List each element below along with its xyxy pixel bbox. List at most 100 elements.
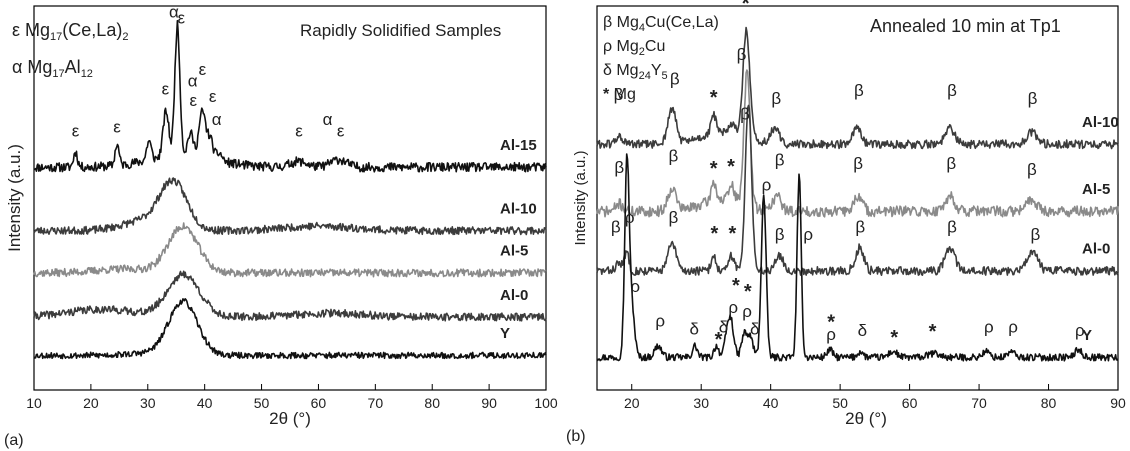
x-tick-label: 60	[902, 395, 918, 411]
peak-label: ε	[113, 118, 121, 137]
peak-label: *	[732, 275, 740, 297]
peak-label: β	[737, 45, 747, 64]
peak-label: *	[710, 158, 718, 180]
peak-label: δ	[719, 317, 728, 336]
series-line-al-10	[596, 26, 1119, 150]
x-tick-label: 30	[693, 395, 709, 411]
series-line-al-15	[33, 19, 547, 173]
x-tick-label: 10	[26, 395, 42, 411]
series-line-al-0	[33, 270, 547, 322]
series-label-al-0: Al-0	[500, 287, 528, 304]
peak-label: ρ	[728, 298, 738, 317]
peak-label: ρ	[826, 325, 836, 344]
peak-label: β	[775, 150, 785, 169]
peak-label: ρ	[1075, 321, 1085, 340]
x-tick-label: 40	[197, 395, 213, 411]
series-line-y	[596, 153, 1119, 362]
legend-beta-entry: β Mg4Cu(Ce,La)	[603, 14, 719, 34]
x-tick-label: 40	[763, 395, 779, 411]
legend-epsilon-entry: ε Mg17(Ce,La)2	[12, 20, 128, 43]
peak-label: *	[742, 0, 750, 15]
peak-label: α	[323, 110, 333, 129]
x-tick-label: 30	[140, 395, 156, 411]
peak-label: β	[1028, 89, 1038, 108]
peak-label: ε	[72, 122, 80, 141]
peak-label: ε	[337, 122, 345, 141]
peak-label: β	[611, 218, 621, 237]
peak-label: β	[669, 147, 679, 166]
x-tick-label: 60	[311, 395, 327, 411]
peak-label: ε	[199, 60, 207, 79]
peak-label: α	[169, 3, 179, 22]
peak-label: β	[947, 218, 957, 237]
panel-a: 10 20 30 40 50 60 70 80 90 100 Al-15 Al-10 Al-5 Al-0…	[4, 3, 558, 449]
series-line-al-0	[596, 104, 1119, 276]
peak-label: ε	[295, 122, 303, 141]
series-label-y: Y	[500, 325, 510, 342]
peak-label: δ	[858, 321, 867, 340]
peak-label: ρ	[655, 312, 665, 331]
peak-label: β	[614, 158, 624, 177]
x-tick-label: 20	[83, 395, 99, 411]
series-line-al-5	[33, 222, 547, 278]
peak-label: β	[771, 89, 781, 108]
panel-a-legend: ε Mg17(Ce,La)2 α Mg17Al12	[12, 20, 128, 80]
panel-a-frame	[33, 5, 547, 391]
x-tick-label: 80	[424, 395, 440, 411]
x-tick-label: 90	[1110, 395, 1126, 411]
series-label-al-15: Al-15	[500, 137, 537, 154]
peak-label: *	[715, 329, 723, 351]
peak-label: *	[744, 281, 752, 303]
peak-label: β	[947, 81, 957, 100]
peak-label: ρ	[742, 302, 752, 321]
x-tick-label: 70	[971, 395, 987, 411]
panel-a-x-ticks: 10 20 30 40 50 60 70 80 90 100	[26, 384, 558, 411]
x-tick-label: 20	[624, 395, 640, 411]
peak-label: *	[729, 223, 737, 245]
panel-a-y-axis-label: Intensity (a.u.)	[5, 144, 24, 252]
x-tick-label: 90	[481, 395, 497, 411]
peak-label: *	[727, 156, 735, 178]
peak-label: *	[890, 327, 898, 349]
peak-label: ρ	[630, 277, 640, 296]
peak-label: ε	[189, 91, 197, 110]
peak-label: *	[710, 87, 718, 109]
peak-label: *	[827, 312, 835, 334]
panel-b-label: (b)	[566, 428, 586, 445]
peak-label: *	[711, 223, 719, 245]
panel-a-x-axis-label: 2θ (°)	[269, 409, 311, 428]
peak-label: α	[188, 72, 198, 91]
series-label-al-10: Al-10	[1082, 114, 1119, 131]
x-tick-label: 100	[534, 395, 558, 411]
panel-a-title: Rapidly Solidified Samples	[300, 21, 501, 40]
series-label-y: Y	[1082, 327, 1092, 344]
legend-rho-entry: ρ Mg2Cu	[603, 38, 665, 58]
peak-label: β	[670, 70, 680, 89]
peak-label: β	[740, 104, 750, 123]
series-line-al-10	[33, 177, 547, 236]
panel-b-x-axis-label: 2θ (°)	[845, 409, 887, 428]
panel-b-frame	[596, 5, 1119, 391]
series-line-y	[33, 298, 547, 360]
series-line-al-5	[596, 69, 1119, 218]
peak-label: δ	[750, 319, 759, 338]
peak-label: ε	[209, 87, 217, 106]
peak-label: ρ	[803, 225, 813, 244]
peak-label: ε	[162, 79, 170, 98]
x-tick-label: 80	[1041, 395, 1057, 411]
peak-label: β	[853, 154, 863, 173]
peak-label: ρ	[762, 175, 772, 194]
series-label-al-5: Al-5	[1082, 181, 1110, 198]
peak-label: ρ	[984, 317, 994, 336]
panel-b-title: Annealed 10 min at Tp1	[870, 16, 1061, 36]
legend-star-entry: * Mg	[603, 86, 636, 103]
panel-b-y-axis-label: Intensity (a.u.)	[572, 150, 589, 245]
x-tick-label: 50	[832, 395, 848, 411]
peak-label: β	[669, 208, 679, 227]
peak-label: δ	[690, 319, 699, 338]
x-tick-label: 50	[254, 395, 270, 411]
